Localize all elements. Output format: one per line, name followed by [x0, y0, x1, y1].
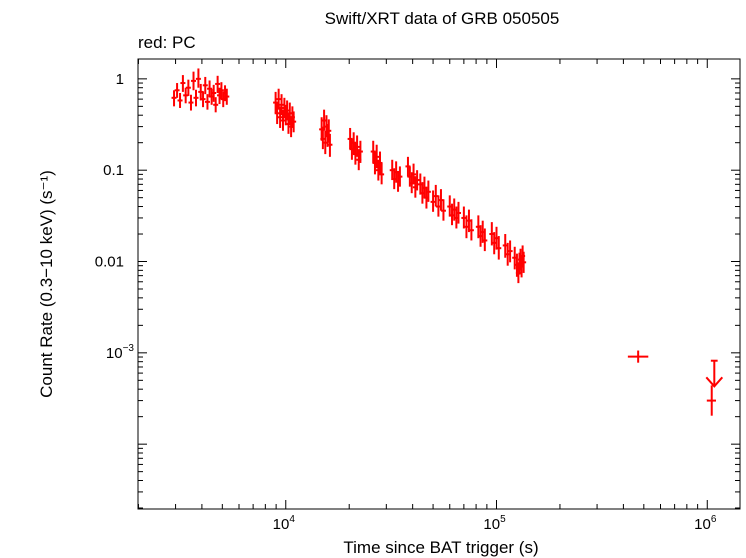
- data-point: [277, 106, 283, 128]
- data-point: [218, 82, 224, 100]
- chart-subtitle: red: PC: [138, 33, 196, 52]
- data-point: [440, 199, 446, 221]
- y-axis-label: Count Rate (0.3−10 keV) (s⁻¹): [37, 170, 56, 398]
- data-point: [291, 111, 297, 133]
- x-tick-label: 106: [694, 514, 717, 533]
- upper-limit-point: [705, 359, 724, 388]
- data-point: [411, 163, 417, 185]
- data-point: [183, 87, 189, 104]
- y-tick-label: 0.1: [103, 162, 124, 179]
- data-point: [224, 88, 230, 105]
- data-point: [180, 75, 186, 92]
- tick-labels: 104 105 106 1 0.1 0.01 10−3: [95, 71, 717, 533]
- data-point: [327, 133, 333, 157]
- data-point: [174, 83, 180, 98]
- chart-title: Swift/XRT data of GRB 050505: [325, 9, 560, 28]
- data-point: [191, 71, 197, 91]
- axis-ticks: [137, 59, 740, 509]
- data-point: [354, 135, 360, 157]
- data-point: [468, 219, 474, 241]
- data-point: [455, 201, 461, 224]
- data-point: [213, 97, 219, 113]
- data-point: [430, 190, 436, 212]
- data-point: [279, 94, 285, 116]
- data-point: [274, 102, 280, 125]
- data-point: [379, 162, 385, 185]
- data-point: [276, 88, 282, 110]
- data-point: [397, 166, 403, 187]
- data-point: [482, 228, 488, 252]
- data-point: [627, 350, 649, 363]
- plot-frame: [137, 58, 741, 510]
- data-point: [326, 119, 332, 143]
- data-point: [706, 385, 716, 416]
- data-point: [171, 90, 177, 107]
- data-point: [185, 79, 191, 96]
- data-point: [280, 109, 286, 131]
- data-point: [202, 76, 208, 95]
- data-point: [188, 94, 194, 111]
- data-point: [195, 68, 201, 88]
- data-point: [193, 89, 199, 107]
- data-point: [414, 170, 420, 191]
- data-point: [507, 240, 513, 263]
- data-point: [496, 236, 502, 260]
- data-point: [374, 144, 380, 169]
- data-point: [211, 84, 217, 102]
- down-arrow-icon: [705, 376, 724, 388]
- x-tick-label: 105: [483, 514, 506, 533]
- y-tick-label: 10−3: [106, 343, 135, 362]
- y-tick-label: 0.01: [95, 254, 124, 271]
- y-tick-label: 1: [116, 71, 124, 88]
- x-axis-label: Time since BAT trigger (s): [343, 538, 538, 557]
- data-point: [215, 75, 221, 94]
- data-point: [425, 180, 431, 202]
- data-points: [171, 68, 724, 416]
- data-point: [521, 251, 527, 273]
- data-point: [204, 94, 210, 110]
- x-tick-label: 104: [273, 514, 296, 533]
- data-point: [357, 140, 363, 163]
- data-point: [200, 91, 206, 108]
- data-point: [177, 93, 183, 108]
